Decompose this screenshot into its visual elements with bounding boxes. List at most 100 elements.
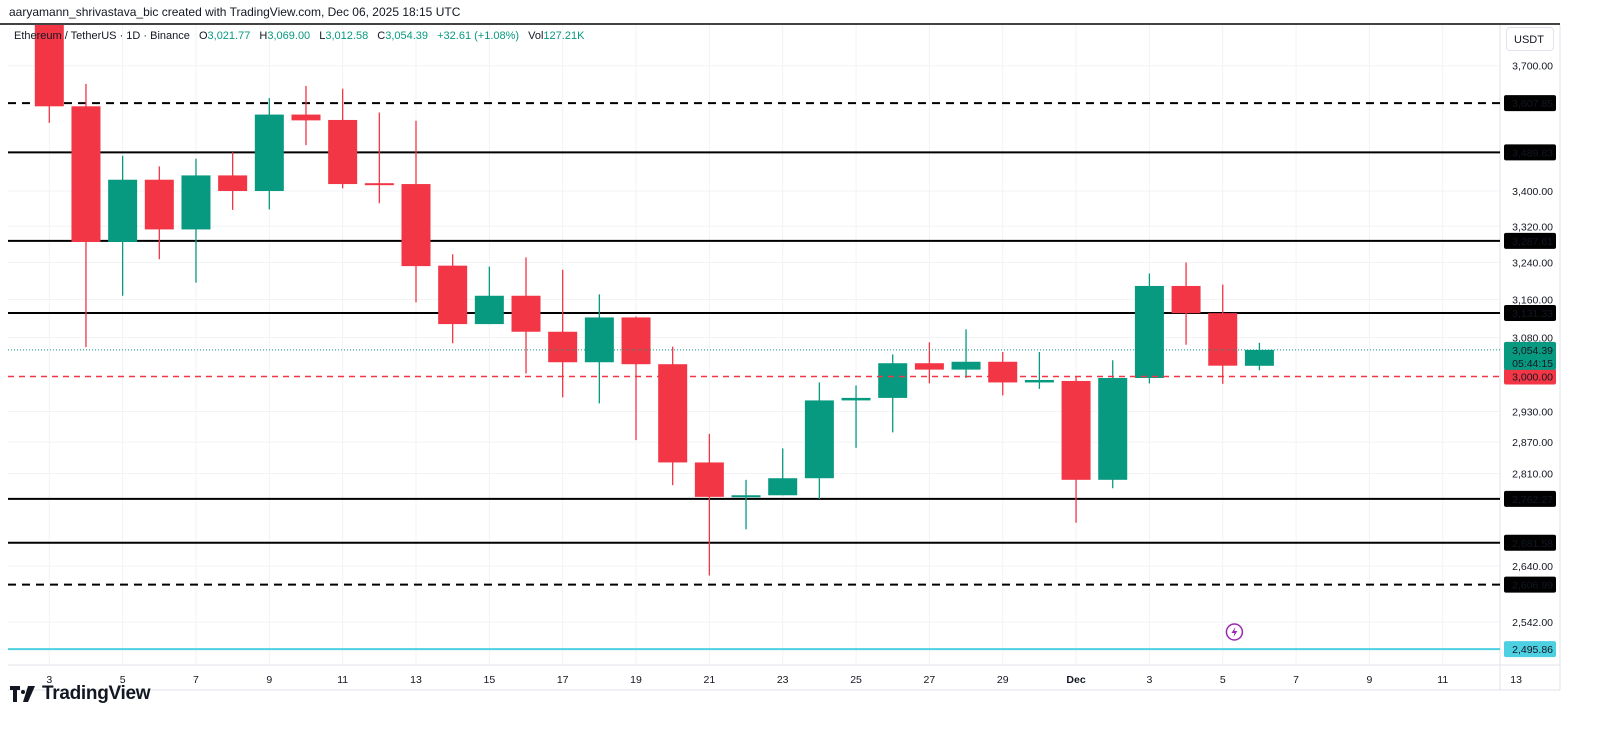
candle-body (658, 364, 688, 463)
candle-body (621, 317, 651, 365)
symbol-legend: Ethereum / TetherUS · 1D · Binance O3,02… (14, 30, 584, 42)
lightning-icon[interactable] (1225, 623, 1244, 641)
alert-price-label-box (1504, 368, 1556, 385)
time-tick-label: 17 (557, 674, 569, 686)
candle-body (1208, 313, 1238, 366)
candle[interactable] (1024, 352, 1054, 389)
candle[interactable] (1244, 342, 1274, 371)
top-divider (0, 23, 1560, 25)
candle[interactable] (511, 257, 541, 374)
candle-body (291, 114, 321, 121)
plot-pane[interactable] (8, 0, 1516, 665)
time-tick-label: 23 (777, 674, 789, 686)
candle[interactable] (694, 433, 724, 576)
candle-body (438, 265, 468, 325)
candle-body (914, 363, 944, 370)
high-value: 3,069.00 (267, 30, 311, 42)
price-tick-label: 2,930.00 (1512, 406, 1553, 418)
candle-body (584, 317, 614, 363)
candle-body (401, 184, 431, 267)
candle[interactable] (218, 152, 248, 210)
price-tick-label: 2,542.00 (1512, 617, 1553, 629)
open-value: 3,021.77 (207, 30, 251, 42)
candle[interactable] (108, 155, 138, 296)
time-tick-label: 11 (337, 674, 348, 686)
candle[interactable] (291, 85, 321, 146)
candle[interactable] (328, 88, 358, 189)
candle[interactable] (804, 382, 834, 500)
candle-body (548, 331, 578, 363)
candle[interactable] (841, 385, 871, 448)
candle[interactable] (1134, 273, 1164, 384)
level-price-label: 3,287.61 (1512, 236, 1553, 248)
level-price-label-box (1504, 232, 1556, 249)
bottom-price-label-box (1504, 641, 1556, 658)
tradingview-logo-icon (10, 686, 35, 702)
candle-body (1244, 349, 1274, 366)
alert-price-label: 3,000.00 (1512, 372, 1553, 384)
time-tick-label: 21 (704, 674, 716, 686)
currency-button[interactable]: USDT (1506, 27, 1554, 51)
candle-body (144, 179, 174, 230)
candle[interactable] (71, 83, 101, 348)
candle[interactable] (1208, 284, 1238, 384)
candle[interactable] (914, 342, 944, 384)
time-tick-label: 29 (997, 674, 1009, 686)
price-tick-label: 3,080.00 (1512, 333, 1553, 345)
time-tick-label: 5 (120, 674, 126, 686)
time-tick-label: 25 (850, 674, 862, 686)
candle[interactable] (1098, 360, 1128, 489)
candle[interactable] (988, 352, 1018, 396)
candle[interactable] (548, 269, 578, 398)
candle-body (364, 183, 394, 186)
candle[interactable] (584, 294, 614, 404)
candle-body (511, 295, 541, 332)
candle[interactable] (181, 158, 211, 283)
candle[interactable] (34, 0, 64, 123)
candle[interactable] (364, 112, 394, 204)
candle[interactable] (878, 354, 908, 433)
candle-body (841, 397, 871, 401)
low-label: L (319, 30, 326, 42)
price-tick-label: 2,640.00 (1512, 561, 1553, 573)
candle[interactable] (658, 346, 688, 486)
time-tick-label: 7 (193, 674, 199, 686)
candle-body (328, 119, 358, 185)
level-price-label-box (1504, 534, 1556, 551)
candle[interactable] (1171, 262, 1201, 345)
symbol-info[interactable]: Ethereum / TetherUS · 1D · Binance (14, 30, 190, 42)
candle[interactable] (474, 266, 504, 325)
tradingview-logo[interactable]: TradingView (10, 683, 151, 705)
time-tick-label: 9 (1366, 674, 1372, 686)
candle[interactable] (401, 120, 431, 303)
lightning-icon-bolt (1231, 627, 1238, 637)
price-tick-label: 3,700.00 (1512, 61, 1553, 73)
time-tick-label: 19 (630, 674, 642, 686)
candle[interactable] (951, 329, 981, 378)
time-tick-label: Dec (1066, 674, 1085, 686)
candle-body (474, 295, 504, 325)
candle[interactable] (254, 98, 284, 210)
time-tick-label: 9 (266, 674, 272, 686)
candle[interactable] (438, 254, 468, 344)
candle-body (71, 106, 101, 243)
candle-body (108, 179, 138, 243)
price-tick-label: 2,810.00 (1512, 468, 1553, 480)
level-price-label-box (1504, 576, 1556, 593)
candle-body (254, 114, 284, 192)
price-tick-label: 3,160.00 (1512, 295, 1553, 307)
candle-body (1171, 285, 1201, 314)
candle[interactable] (144, 166, 174, 260)
candle[interactable] (768, 448, 798, 496)
time-tick-label: 15 (483, 674, 495, 686)
level-price-label-box (1504, 144, 1556, 161)
candle-body (694, 462, 724, 497)
high-label: H (259, 30, 268, 42)
candle[interactable] (621, 316, 651, 441)
candle[interactable] (731, 479, 761, 530)
candle-body (731, 495, 761, 498)
level-price-label: 3,607.85 (1512, 98, 1553, 110)
candle[interactable] (1061, 376, 1091, 523)
low-value: 3,012.58 (325, 30, 369, 42)
